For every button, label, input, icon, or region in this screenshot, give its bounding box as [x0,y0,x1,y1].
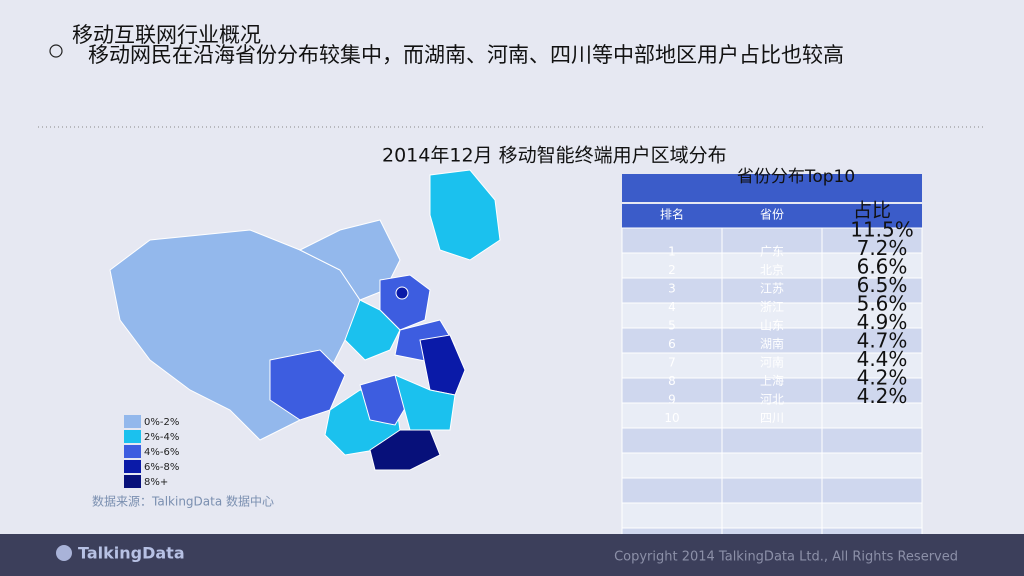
region-guangdong [369,429,441,471]
table-title-bar [622,174,922,202]
province: 广东 [760,245,784,259]
table-row [621,277,923,304]
rank: 10 [664,411,679,425]
table-row [621,427,923,454]
rank: 7 [668,356,676,370]
province: 湖南 [760,336,784,351]
rank: 4 [668,300,676,314]
region-beijing [395,286,409,300]
footer-bar [0,534,1024,576]
share: 5.6% [857,292,908,316]
rank: 8 [668,374,676,388]
legend-label: 8%+ [144,477,168,488]
logo: TalkingData [78,544,185,563]
table-row [621,352,923,379]
legend-label: 6%-8% [144,462,179,473]
legend-swatch [124,445,141,458]
legend-swatch [124,415,141,428]
legend: 0%-2% 2%-4% 4%-6% 6%-8% 8%+ [124,415,179,488]
region-mongolia [298,219,401,301]
rank: 6 [668,337,676,351]
column-header: 排名 [660,207,684,222]
province: 山东 [760,319,784,333]
share: 7.2% [857,236,908,260]
province: 上海 [760,373,784,388]
share: 4.9% [857,310,908,334]
rank: 9 [668,393,676,407]
rank: 3 [668,282,676,296]
share: 4.7% [857,329,908,353]
province: 河南 [760,355,784,370]
share: 4.2% [857,384,908,408]
source: 数据来源：TalkingData 数据中心 [92,494,274,509]
region-east [394,374,456,431]
table-title: 省份分布Top10 [737,167,855,187]
rank: 5 [668,319,676,333]
region-center-west [344,299,401,361]
copyright: Copyright 2014 TalkingData Ltd., All Rig… [614,550,958,565]
table-row [621,252,923,279]
province: 北京 [760,263,784,277]
subtitle: 移动网民在沿海省份分布较集中，而湖南、河南、四川等中部地区用户占比也较高 [88,43,844,67]
region-northeast [429,169,501,261]
table-row [621,477,923,504]
legend-swatch [124,475,141,488]
logo-icon [56,545,72,561]
share: 6.6% [857,255,908,279]
region-jiangsu [419,334,466,396]
region-hunan [359,374,411,426]
china-map [109,169,501,471]
legend-label: 4%-6% [144,447,179,458]
province: 江苏 [760,282,784,296]
rank: 2 [668,263,676,277]
map-title: 2014年12月 移动智能终端用户区域分布 [382,145,727,167]
bullet [49,44,63,58]
title: 移动互联网行业概况 [72,23,261,47]
table-row [621,502,923,529]
legend-label: 2%-4% [144,432,179,443]
legend-swatch [124,430,141,443]
share: 6.5% [857,273,908,297]
province: 河北 [760,393,784,407]
share: 11.5% [850,218,914,242]
share: 4.2% [857,366,908,390]
table-row [621,227,923,254]
table-row [621,452,923,479]
rank: 1 [668,245,676,259]
column-header: 省份 [760,208,784,222]
province: 四川 [760,411,784,425]
table-header-row [622,204,922,228]
share: 4.4% [857,347,908,371]
province: 浙江 [760,300,784,314]
column-header: 占比 [853,200,891,222]
table: 排名 省份 占比 1 广东 11.5% 2 北京 7.2% 3 江苏 6.6% 4 浙江 6.5% 5 山东 5.… [621,200,923,554]
legend-label: 0%-2% [144,417,179,428]
legend-swatch [124,460,141,473]
table-row [621,377,923,404]
